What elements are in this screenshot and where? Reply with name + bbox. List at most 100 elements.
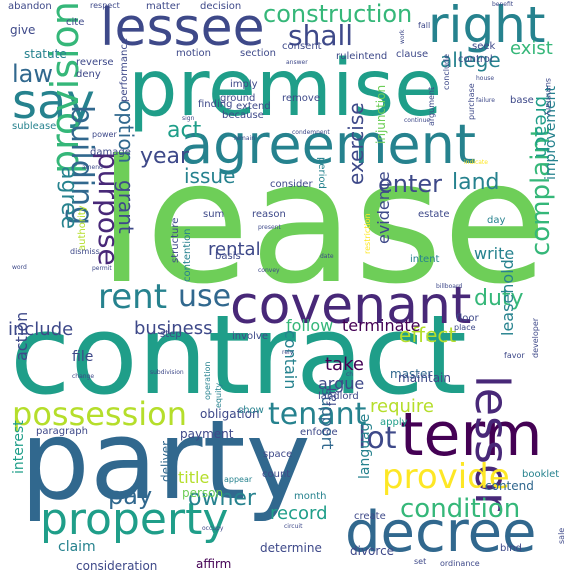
- word-sum: sum: [203, 209, 225, 220]
- word-decree: decree: [345, 500, 537, 565]
- word-decision: decision: [200, 1, 242, 12]
- word-present: present: [258, 224, 281, 231]
- word-ground: ground: [220, 93, 256, 104]
- word-record: record: [270, 503, 328, 524]
- word-affirm: affirm: [196, 557, 232, 571]
- word-permit: permit: [92, 265, 112, 272]
- word-enter: enter: [378, 170, 443, 198]
- word-convey: convey: [258, 267, 280, 274]
- word-rent: rent: [98, 277, 168, 317]
- word-finding: finding: [198, 99, 233, 110]
- word-master: master: [390, 367, 433, 381]
- word-use: use: [178, 279, 232, 314]
- word-file: file: [72, 349, 94, 365]
- word-lease: lease: [98, 124, 548, 322]
- word-property: property: [40, 494, 229, 545]
- word-condemnent: condemnent: [292, 129, 330, 136]
- word-authority: authority: [77, 205, 88, 251]
- word-obligation: obligation: [200, 407, 260, 421]
- word-premise: premise: [128, 44, 443, 134]
- word-dismiss: dismiss: [70, 247, 100, 256]
- word-intent: intent: [410, 254, 440, 265]
- word-lessee: lessee: [100, 0, 265, 58]
- word-injunction: injunction: [374, 84, 388, 144]
- word-pay: pay: [108, 482, 153, 510]
- word-exercise: exercise: [344, 102, 368, 185]
- word-exist: exist: [510, 38, 553, 59]
- word-estate: estate: [418, 209, 450, 220]
- word-language: language: [357, 413, 373, 479]
- word-owner: owner: [188, 486, 256, 511]
- word-give: give: [10, 23, 36, 37]
- word-word: word: [12, 264, 27, 271]
- word-consider: consider: [270, 179, 313, 190]
- word-rely: rely: [282, 349, 294, 356]
- word-effect: effect: [399, 323, 457, 347]
- word-performance: performance: [119, 37, 130, 102]
- word-rental: rental: [208, 239, 261, 260]
- word-duty: duty: [474, 286, 524, 311]
- word-covenant: covenant: [230, 276, 472, 336]
- word-house: house: [476, 75, 495, 82]
- word-cite: cite: [66, 17, 85, 28]
- word-evidence: evidence: [374, 171, 393, 244]
- word-person: person: [182, 486, 224, 500]
- word-subdivision: subdivision: [150, 369, 184, 376]
- word-motion: motion: [176, 48, 212, 59]
- word-space: space: [263, 449, 293, 460]
- word-ruleintend: ruleintend: [336, 51, 388, 62]
- word-year: year: [140, 144, 190, 169]
- word-basis: basis: [215, 251, 241, 262]
- word-paragraph: paragraph: [36, 426, 88, 437]
- word-allege: allege: [440, 48, 501, 72]
- word-tenant: tenant: [268, 397, 367, 432]
- word-payment: payment: [180, 427, 234, 441]
- word-follow: follow: [286, 316, 334, 335]
- word-condition: condition: [400, 494, 521, 524]
- word-structure: structure: [170, 217, 181, 263]
- word-continue: continue: [404, 117, 431, 124]
- word-deliver: deliver: [159, 440, 173, 482]
- word-power: power: [92, 130, 117, 139]
- word-count: count: [262, 469, 291, 480]
- word-control: control: [458, 54, 493, 65]
- word-restriction: restriction: [363, 213, 372, 254]
- word-bind: bind: [500, 543, 522, 554]
- word-operation: operation: [203, 361, 212, 400]
- word-show: show: [238, 405, 264, 416]
- word-developer: developer: [531, 317, 540, 358]
- word-ordinance: ordinance: [440, 559, 480, 568]
- word-take: take: [325, 354, 364, 375]
- word-contention: contention: [182, 228, 193, 282]
- word-step: step: [160, 329, 182, 340]
- word-imply: imply: [230, 79, 258, 90]
- word-grant: grant: [114, 180, 138, 234]
- word-landlord: landlord: [318, 391, 359, 402]
- word-reason: reason: [252, 209, 286, 220]
- word-period: period: [316, 157, 327, 189]
- word-equity: equity: [214, 382, 223, 408]
- word-floor: floor: [456, 313, 479, 324]
- word-billboard: billboard: [436, 283, 463, 290]
- word-act: act: [167, 118, 202, 143]
- word-leasehold: leasehold: [498, 259, 517, 336]
- word-date: date: [320, 253, 334, 260]
- word-possession: possession: [12, 395, 188, 433]
- word-write: write: [474, 244, 515, 263]
- word-reverse: reverse: [76, 57, 114, 68]
- word-place: place: [454, 323, 476, 332]
- word-interest: interest: [11, 420, 27, 474]
- word-set: set: [414, 557, 427, 566]
- word-action: action: [12, 311, 31, 361]
- word-benefit: benefit: [492, 1, 514, 8]
- word-amend: amend: [82, 164, 103, 171]
- word-sale: sale: [557, 527, 566, 544]
- word-section: section: [240, 48, 277, 59]
- word-business: business: [134, 318, 213, 339]
- word-change: change: [72, 373, 95, 380]
- word-construction: construction: [263, 0, 413, 28]
- word-term: term: [400, 400, 543, 470]
- word-agree: agree: [56, 166, 81, 230]
- word-circuit: circuit: [284, 523, 303, 530]
